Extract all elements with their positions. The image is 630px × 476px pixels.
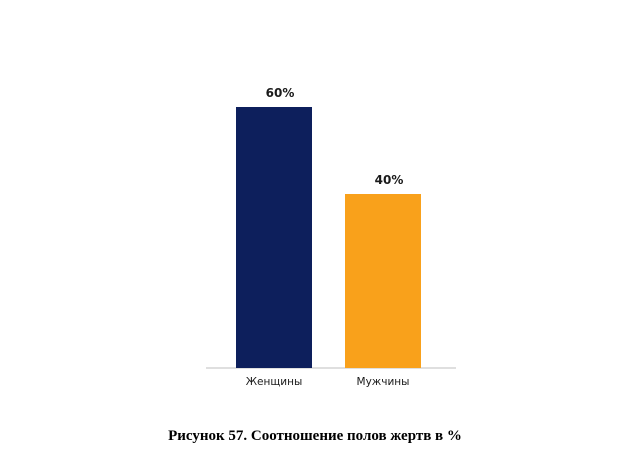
figure-caption: Рисунок 57. Соотношение полов жертв в % [168, 428, 462, 444]
category-label-1: Женщины [246, 376, 303, 388]
data-label-1: 60% [266, 86, 295, 100]
bar-chart: 60% Женщины 40% Мужчины [206, 86, 456, 388]
bar-2 [345, 194, 421, 368]
category-label-2: Мужчины [357, 376, 410, 388]
data-label-2: 40% [375, 173, 404, 187]
bar-1 [236, 107, 312, 368]
